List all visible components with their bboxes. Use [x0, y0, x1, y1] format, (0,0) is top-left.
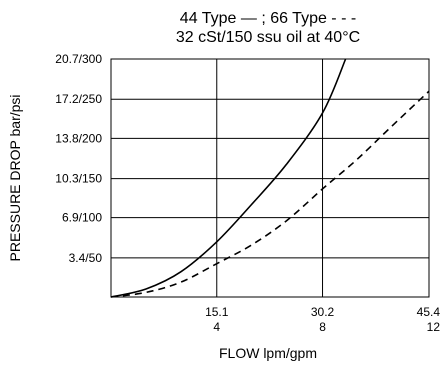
chart-title-line-2: 32 cSt/150 ssu oil at 40°C [176, 29, 360, 46]
x-tick-labels: 15.14 30.28 45.412 [205, 305, 440, 334]
x-tick-label: 15.1 [205, 305, 229, 319]
x-axis-label: FLOW lpm/gpm [219, 345, 317, 361]
y-tick-label: 6.9/100 [62, 211, 102, 225]
x-tick-label-gpm: 8 [319, 320, 326, 334]
y-tick-label: 20.7/300 [55, 52, 102, 66]
y-axis-label: PRESSURE DROP bar/psi [7, 94, 23, 261]
x-tick-label-gpm: 4 [213, 320, 220, 334]
series-66-type-dashed-line [110, 90, 430, 298]
x-tick-label: 30.2 [311, 305, 335, 319]
x-tick-label-gpm: 12 [427, 320, 441, 334]
chart-title-line-1: 44 Type — ; 66 Type - - - [180, 10, 356, 27]
y-tick-label: 10.3/150 [55, 172, 102, 186]
y-tick-label: 17.2/250 [55, 92, 102, 106]
y-tick-label: 3.4/50 [69, 251, 103, 265]
x-tick-label: 45.4 [417, 305, 441, 319]
series-44-type-solid-line [110, 58, 347, 298]
y-tick-label: 13.8/200 [55, 131, 102, 145]
plot-frame [110, 58, 430, 298]
series-group [110, 58, 430, 298]
y-tick-labels: 3.4/50 6.9/100 10.3/150 13.8/200 17.2/250 20.… [55, 52, 102, 265]
grid-lines [111, 59, 429, 297]
